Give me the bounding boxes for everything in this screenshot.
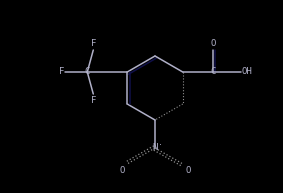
Text: F: F — [91, 39, 96, 48]
Text: N: N — [152, 144, 158, 152]
Text: O: O — [120, 166, 125, 175]
Text: ·: · — [158, 140, 162, 150]
Text: O: O — [185, 166, 190, 175]
Text: C: C — [85, 68, 90, 76]
Text: OH: OH — [242, 68, 252, 76]
Text: C: C — [210, 68, 215, 76]
Text: F: F — [91, 96, 96, 105]
Text: F: F — [59, 68, 64, 76]
Text: O: O — [210, 39, 215, 48]
